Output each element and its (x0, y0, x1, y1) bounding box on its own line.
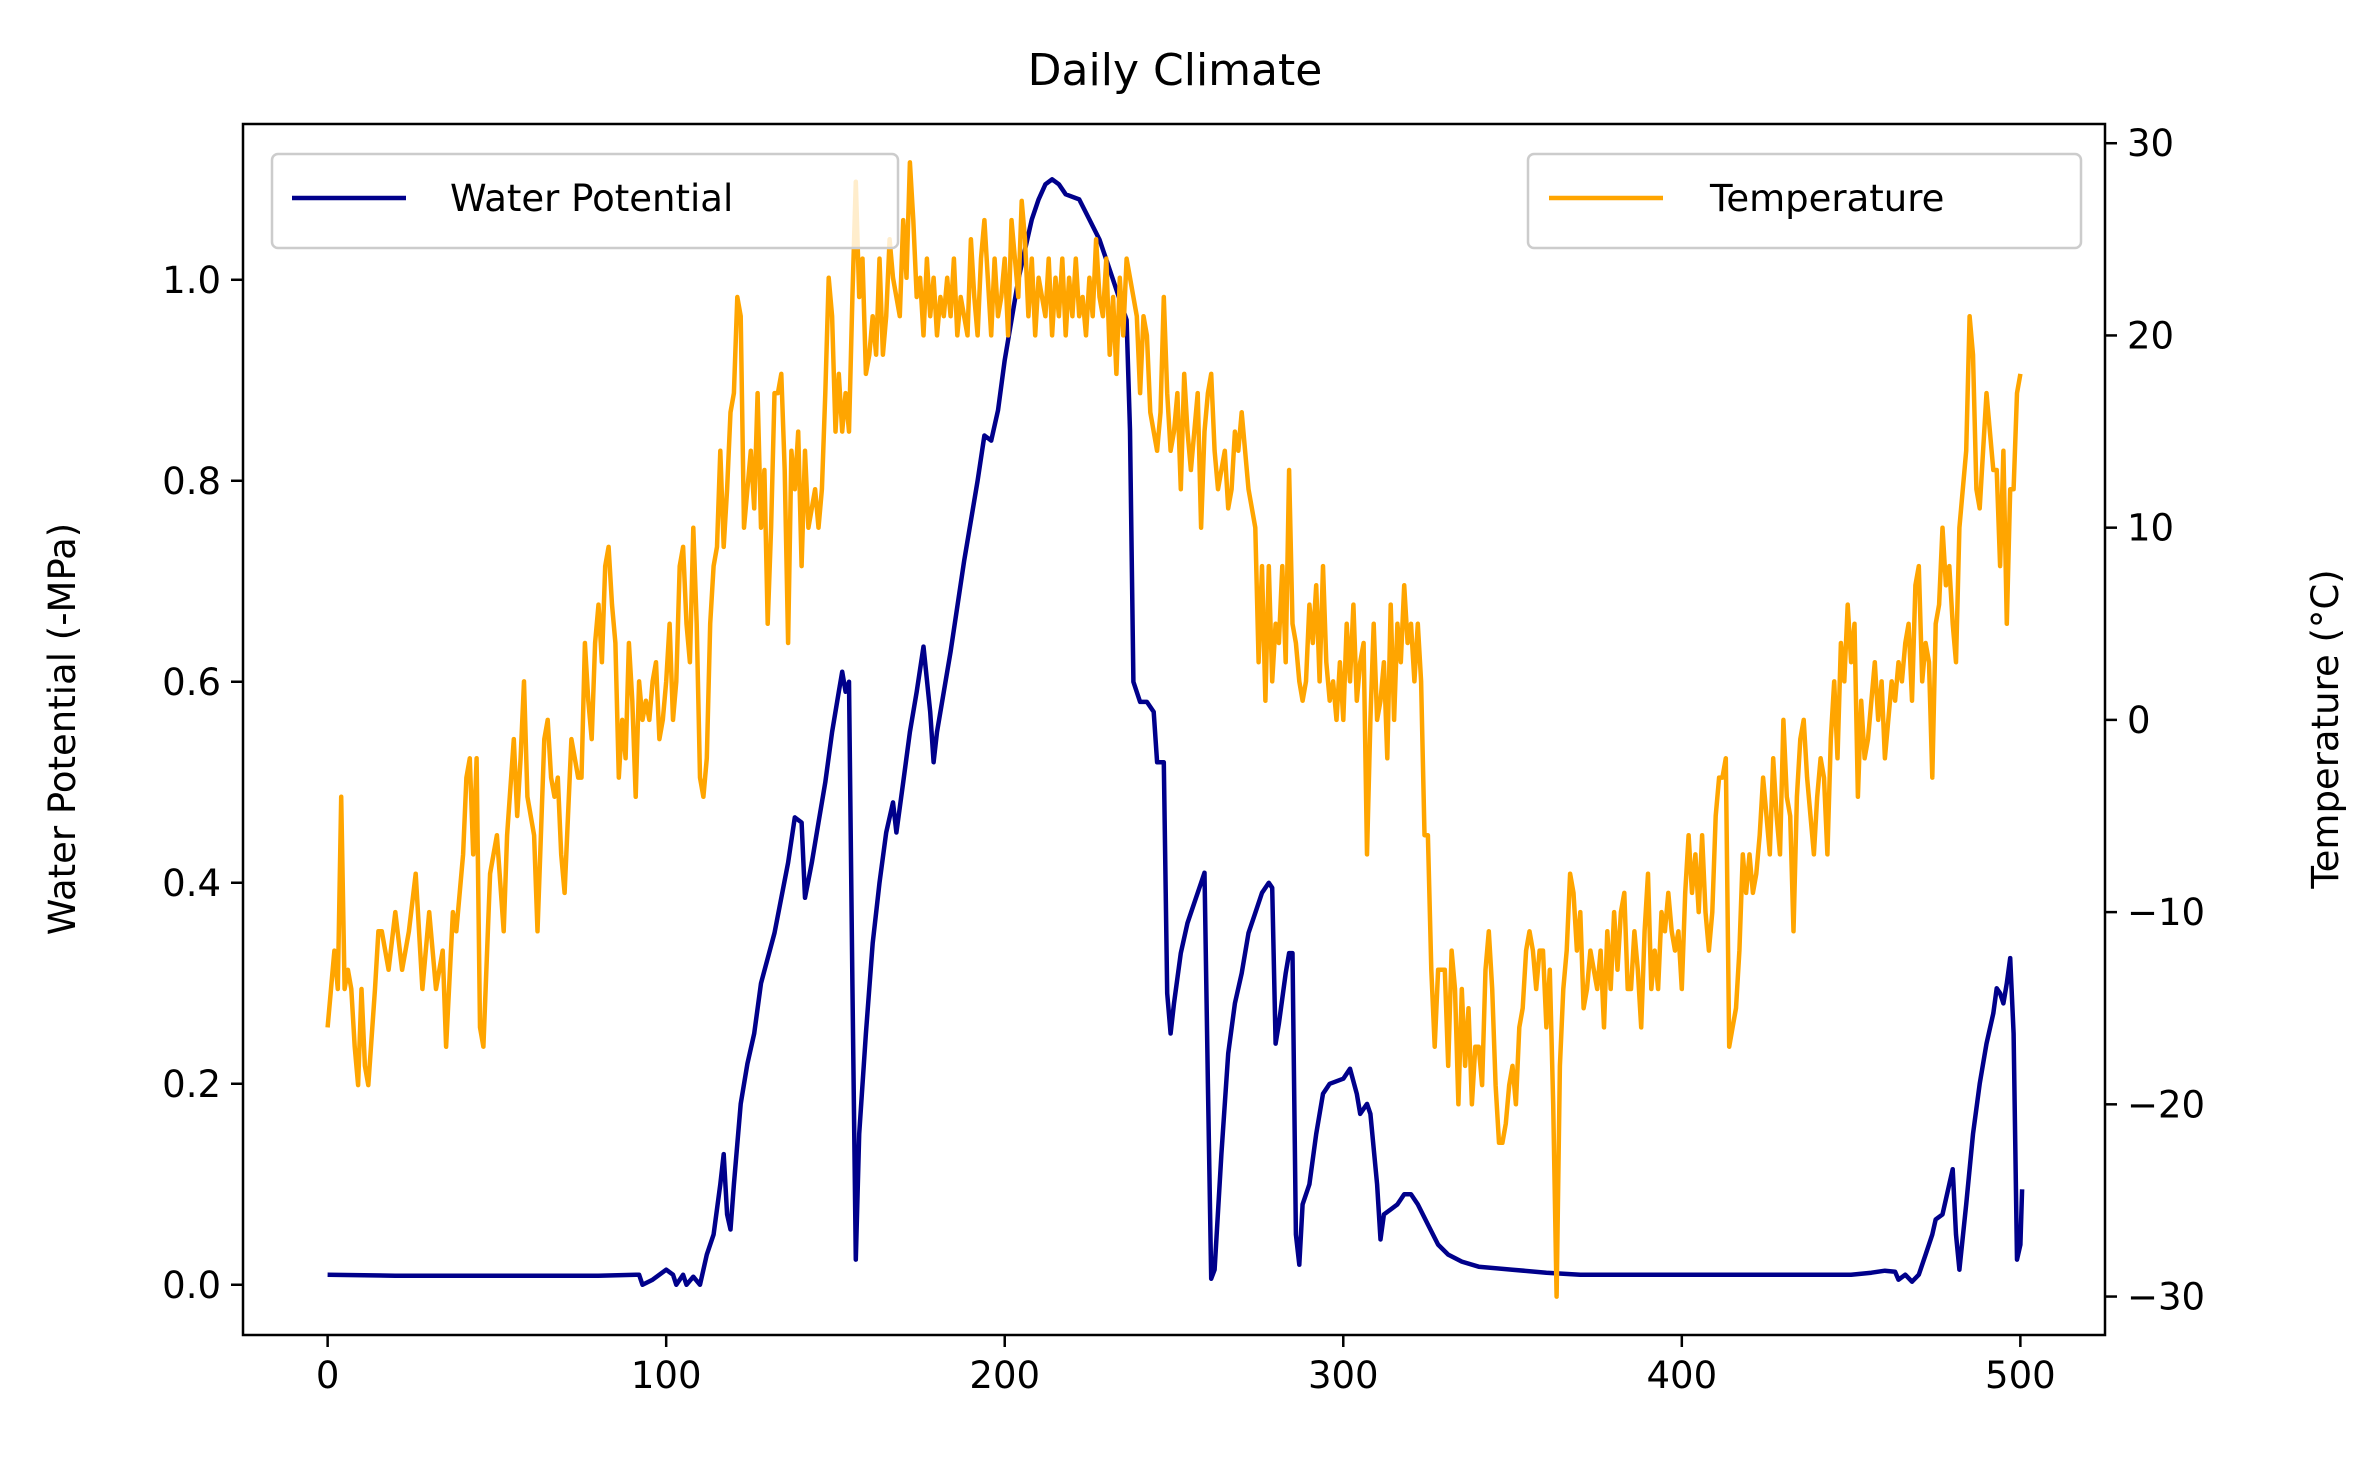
legend-left-label: Water Potential (450, 177, 733, 220)
x-tick-label: 300 (1308, 1354, 1379, 1397)
series-line-temperature (325, 160, 2023, 1299)
y-left-tick-label: 0.0 (162, 1264, 221, 1307)
y-axis-right: −30 −20 −10 0 10 20 30 (2105, 122, 2205, 1319)
y-left-tick-label: 0.6 (162, 661, 221, 704)
x-tick-label: 100 (631, 1354, 702, 1397)
y-left-tick-label: 1.0 (162, 259, 221, 302)
y-right-tick-label: −30 (2127, 1276, 2205, 1319)
y-right-tick-label: −10 (2127, 891, 2205, 934)
x-tick-label: 200 (969, 1354, 1040, 1397)
x-tick-label: 0 (316, 1354, 340, 1397)
y-right-tick-label: 20 (2127, 314, 2174, 357)
series-layer (325, 160, 2025, 1299)
y-axis-left: 0.0 0.2 0.4 0.6 0.8 1.0 (162, 259, 243, 1307)
legend-left: Water Potential (270, 152, 900, 250)
x-axis: 0 100 200 300 400 500 (316, 1335, 2056, 1397)
legend-right: Temperature (1526, 152, 2083, 250)
y-axis-left-label: Water Potential (-MPa) (41, 523, 84, 935)
legend-left-box (270, 152, 900, 250)
y-left-tick-label: 0.2 (162, 1063, 221, 1106)
plot-frame (241, 122, 2107, 1337)
legend-right-box (1526, 152, 2083, 250)
y-right-tick-label: 30 (2127, 122, 2174, 165)
y-right-tick-label: −20 (2127, 1083, 2205, 1126)
y-left-tick-label: 0.4 (162, 862, 221, 905)
y-axis-right-label: Temperature (°C) (2304, 569, 2347, 889)
y-right-tick-label: 10 (2127, 507, 2174, 550)
x-tick-label: 400 (1647, 1354, 1718, 1397)
chart-title: Daily Climate (1028, 45, 1323, 96)
y-right-tick-label: 0 (2127, 699, 2151, 742)
y-left-tick-label: 0.8 (162, 460, 221, 503)
series-line-water-potential (327, 177, 2025, 1288)
legend-right-label: Temperature (1709, 177, 1944, 220)
x-tick-label: 500 (1985, 1354, 2056, 1397)
